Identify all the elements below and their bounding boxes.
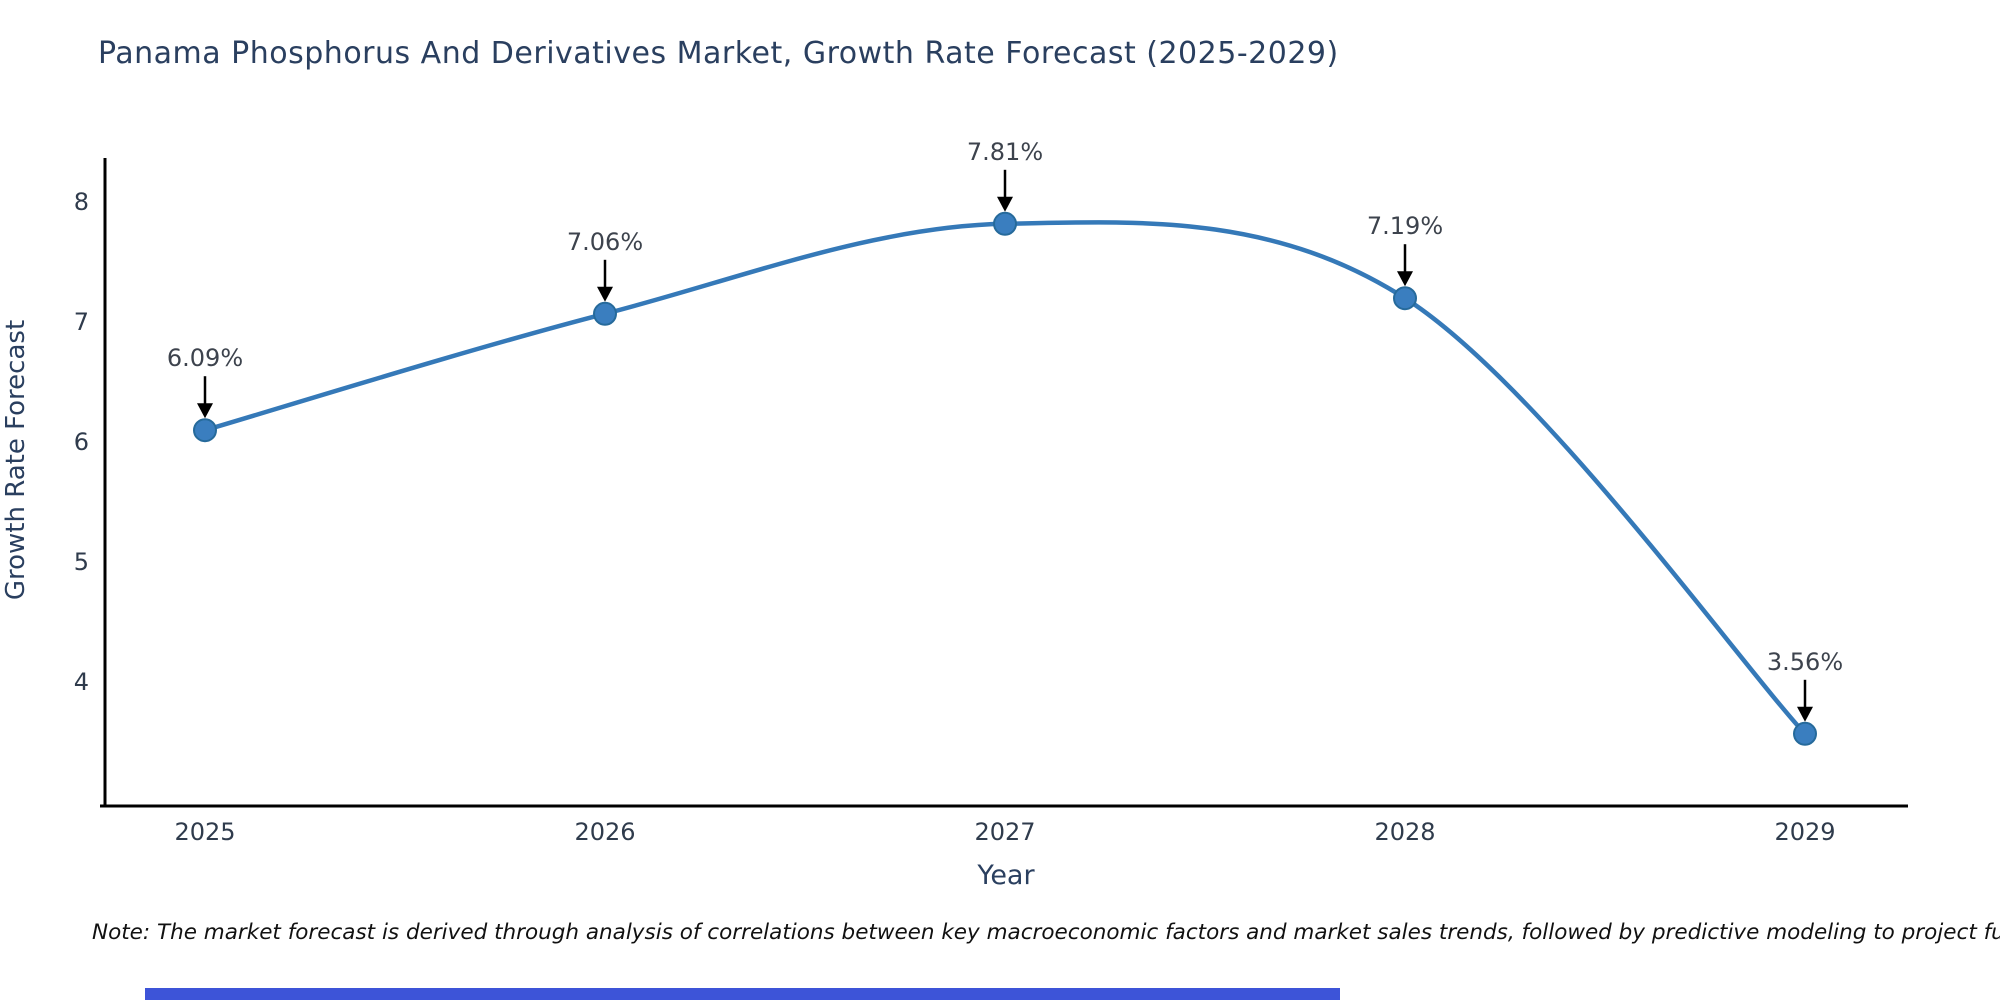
annotation-arrowhead bbox=[1797, 706, 1813, 722]
y-axis-title: Growth Rate Forecast bbox=[1, 319, 31, 601]
x-tick-label: 2029 bbox=[1774, 818, 1835, 846]
x-tick-label: 2025 bbox=[174, 818, 235, 846]
annotation-arrowhead bbox=[197, 403, 213, 419]
y-tick-label: 4 bbox=[74, 668, 89, 696]
x-tick-label: 2027 bbox=[974, 818, 1035, 846]
x-axis-title: Year bbox=[977, 860, 1035, 891]
chart-title: Panama Phosphorus And Derivatives Market… bbox=[98, 36, 1339, 71]
data-point-label: 3.56% bbox=[1767, 648, 1843, 676]
data-point-marker bbox=[993, 211, 1017, 236]
forecast-line bbox=[204, 220, 1807, 736]
y-tick-label: 8 bbox=[74, 188, 89, 216]
annotation-arrowhead bbox=[597, 286, 613, 302]
data-point-marker bbox=[1793, 721, 1817, 746]
data-point-marker bbox=[593, 301, 617, 326]
data-point-marker bbox=[1393, 286, 1417, 311]
footnote: Note: The market forecast is derived thr… bbox=[92, 920, 2000, 945]
y-tick-label: 6 bbox=[74, 428, 89, 456]
bottom-accent-bar bbox=[145, 988, 1340, 1000]
y-tick-label: 7 bbox=[74, 308, 89, 336]
x-tick-label: 2026 bbox=[574, 818, 635, 846]
data-point-marker bbox=[193, 418, 217, 443]
data-point-label: 7.19% bbox=[1367, 212, 1443, 240]
annotation-arrowhead bbox=[997, 196, 1013, 212]
data-point-label: 7.06% bbox=[567, 228, 643, 256]
data-point-label: 6.09% bbox=[167, 344, 243, 372]
annotation-arrowhead bbox=[1397, 271, 1413, 287]
y-tick-label: 5 bbox=[74, 548, 89, 576]
data-point-label: 7.81% bbox=[967, 138, 1043, 166]
x-tick-label: 2028 bbox=[1374, 818, 1435, 846]
